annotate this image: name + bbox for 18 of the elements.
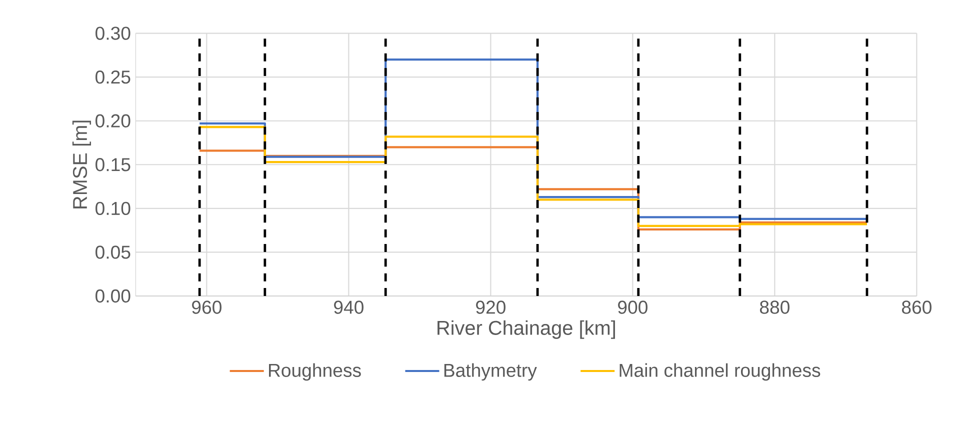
- legend-label: Bathymetry: [444, 363, 537, 381]
- x-axis-title: River Chainage [km]: [438, 320, 615, 339]
- x-tick-label: 920: [476, 300, 506, 314]
- y-tick-label: 0.25: [96, 70, 130, 84]
- y-tick-label: 0.20: [96, 114, 130, 128]
- y-tick-label: 0.00: [96, 289, 130, 303]
- legend-label: Main channel roughness: [620, 363, 820, 381]
- x-tick-label: 960: [192, 300, 222, 314]
- y-tick-label: 0.15: [96, 158, 130, 172]
- y-tick-label: 0.05: [96, 246, 130, 259]
- y-tick-label: 0.10: [96, 202, 130, 216]
- legend-label: Roughness: [269, 363, 361, 381]
- x-tick-label: 880: [760, 300, 790, 314]
- y-tick-label: 0.30: [96, 26, 130, 40]
- y-axis-title: RMSE [m]: [72, 120, 91, 208]
- x-tick-label: 900: [618, 300, 648, 314]
- x-tick-label: 860: [902, 300, 932, 314]
- x-tick-label: 940: [334, 300, 364, 314]
